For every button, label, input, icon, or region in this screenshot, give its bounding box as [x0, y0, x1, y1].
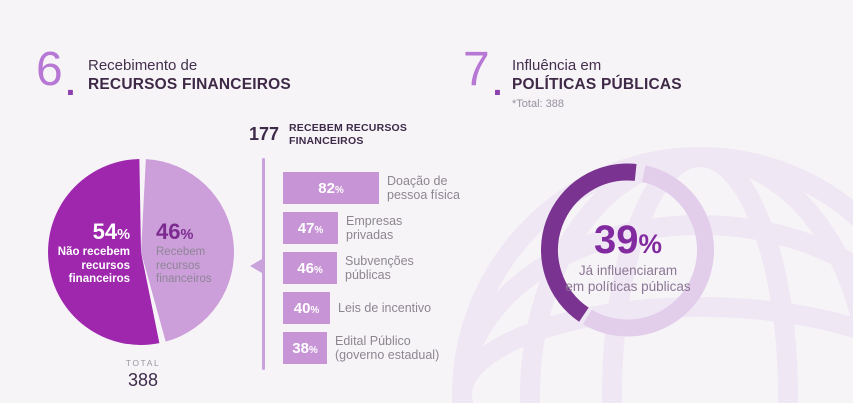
- section6-title: Recebimento de RECURSOS FINANCEIROS: [88, 57, 291, 94]
- bar-fill: 46%: [283, 252, 337, 284]
- callout-value: 177: [249, 124, 280, 144]
- bar-row: 46% Subvenções públicas: [283, 252, 460, 284]
- pie-slice-light-label: Recebem recursos financeiros: [156, 246, 212, 286]
- pie-total-value: 388: [127, 370, 159, 390]
- bar-row: 40% Leis de incentivo: [283, 292, 460, 324]
- pie-total-label: TOTAL: [125, 358, 161, 368]
- bracket-line: [262, 158, 265, 370]
- bar-label: Edital Público (governo estadual): [335, 334, 440, 362]
- donut-label: Já influenciaram em políticas públicas: [565, 263, 691, 294]
- bar-percent: 40%: [293, 299, 320, 317]
- bar-fill: 47%: [283, 212, 338, 244]
- bar-percent: 38%: [292, 339, 318, 357]
- section6-number: 6 .: [36, 43, 76, 104]
- section7-period: .: [492, 65, 503, 104]
- section6-title-line1: Recebimento de: [88, 57, 198, 74]
- section7-number: 7 .: [463, 43, 503, 104]
- bar-percent: 46%: [297, 259, 323, 277]
- bar-label: Leis de incentivo: [338, 301, 432, 315]
- bar-row: 82% Doação de pessoa física: [283, 172, 460, 204]
- section7-title: Influência em POLÍTICAS PÚBLICAS *Total:…: [512, 57, 682, 110]
- section7-numeral: 7: [463, 43, 490, 96]
- pie-slice-dark-label: Não recebem recursos financeiros: [57, 246, 130, 286]
- section6-period: .: [65, 65, 76, 104]
- pie-slice-light-percent: 46%: [156, 219, 194, 244]
- pie-total: TOTAL 388: [95, 358, 191, 391]
- bar-label: Doação de pessoa física: [387, 174, 460, 202]
- pie-chart: [48, 159, 234, 345]
- bar-fill: 40%: [283, 292, 330, 324]
- pie-slice-dark-percent: 54%: [92, 219, 130, 244]
- bracket-arrow-icon: [250, 259, 262, 273]
- bar-percent: 47%: [297, 219, 324, 237]
- bar-fill: 82%: [283, 172, 379, 204]
- bar-label: Subvenções públicas: [345, 254, 414, 282]
- bar-row: 38% Edital Público (governo estadual): [283, 332, 460, 364]
- bar-label: Empresas privadas: [346, 214, 403, 242]
- donut-percent: 39%: [594, 218, 662, 262]
- bar-fill: 38%: [283, 332, 327, 364]
- callout-title: RECEBEM RECURSOS FINANCEIROS: [289, 122, 407, 148]
- section7-title-line2: POLÍTICAS PÚBLICAS: [512, 76, 682, 93]
- callout-title-line1: RECEBEM RECURSOS: [289, 122, 408, 134]
- section7-total-note: *Total: 388: [512, 98, 564, 110]
- bar-percent: 82%: [318, 179, 344, 197]
- section6-title-line2: RECURSOS FINANCEIROS: [88, 76, 291, 93]
- bar-chart: 82% Doação de pessoa física 47% Empresas priv…: [283, 172, 460, 372]
- bar-row: 47% Empresas privadas: [283, 212, 460, 244]
- section6-numeral: 6: [36, 43, 63, 96]
- callout-title-line2: FINANCEIROS: [289, 134, 364, 147]
- donut-chart: [541, 163, 714, 337]
- section7-title-line1: Influência em: [512, 57, 602, 74]
